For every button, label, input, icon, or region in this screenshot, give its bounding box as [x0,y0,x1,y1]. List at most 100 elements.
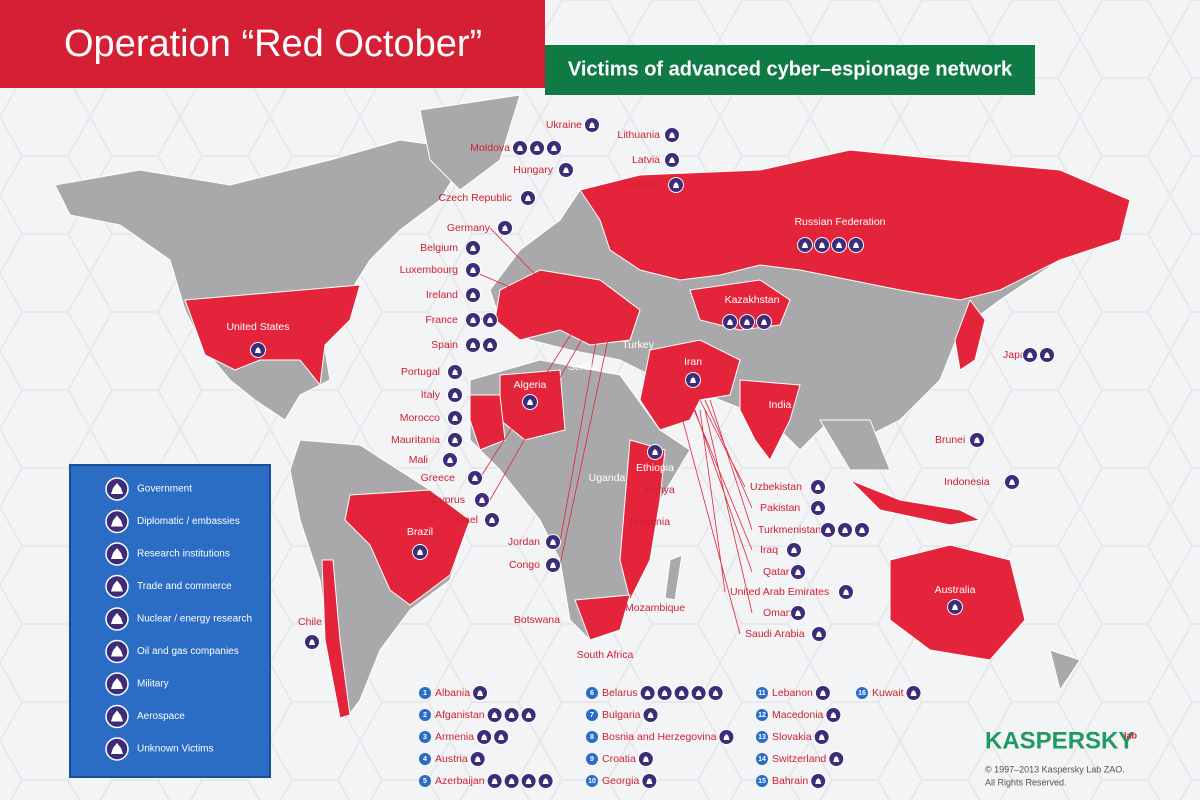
country-label: Brazil [407,526,433,538]
icon-glyph [974,437,980,443]
list-label: Slovakia [772,731,812,743]
list-label: Lebanon [772,687,813,699]
icon-glyph [508,778,515,784]
number-badge [419,687,431,699]
number-badge [586,731,598,743]
icon-glyph [474,756,481,762]
icon-glyph [853,242,859,248]
list-label: Austria [435,753,468,765]
list-label: Georgia [602,775,640,787]
icon-glyph [761,319,767,325]
icon-glyph [487,317,493,323]
icon-glyph [843,589,849,595]
icon-glyph [723,734,730,740]
north-america [54,139,471,421]
country-label: Italy [421,389,441,401]
legend-glyph [111,483,123,494]
icon-glyph [477,690,484,696]
icon-glyph [525,778,532,784]
east-africa [619,439,666,602]
icon-glyph [481,734,488,740]
logo-sub: lab [1124,730,1138,740]
list-number: 11 [758,690,766,697]
list-label: Afganistan [435,709,485,721]
legend-label: Aerospace [137,711,185,722]
icon-glyph [695,690,702,696]
number-badge [756,775,768,787]
number-badge [586,709,598,721]
leader-line [679,399,753,635]
title: Operation “Red October” [64,23,482,65]
icon-glyph [802,242,808,248]
icon-glyph [830,712,837,718]
country-label: Congo [509,559,540,571]
icon-glyph [498,734,505,740]
icon-glyph [487,342,493,348]
new-zealand [1049,649,1081,692]
icon-glyph [489,517,495,523]
icon-glyph [859,527,865,533]
list-label: Bosnia and Herzegovina [602,731,717,743]
icon-glyph [309,639,315,645]
country-label: Greece [421,472,456,484]
number-badge [419,753,431,765]
icon-glyph [472,475,478,481]
number-badge [856,687,868,699]
icon-glyph [647,712,654,718]
icon-glyph [644,690,651,696]
country-label: Algeria [514,379,547,391]
list-label: Macedonia [772,709,824,721]
icon-glyph [910,690,917,696]
list-label: Bulgaria [602,709,641,721]
country-label: Ukraine [546,119,582,131]
list-number: 2 [423,712,427,719]
number-badge [586,687,598,699]
icon-glyph [452,437,458,443]
country-label: Spain [431,339,458,351]
copyright: © 1997–2013 Kaspersky Lab ZAO. [985,764,1125,774]
country-label: Morocco [400,412,440,424]
country-label: Oman [763,607,792,619]
madagascar [664,554,683,601]
country-label: Kenya [645,484,675,496]
subtitle-banner [545,45,1035,95]
legend-label: Trade and commerce [137,581,232,592]
list-label: Kuwait [872,687,904,699]
country-label: Saudi Arabia [745,628,805,640]
icon-glyph [815,505,821,511]
content: Government Diplomatic / embassies Research… [105,117,1055,789]
logo: KASPERSKY [985,727,1134,754]
country-label: Qatar [763,566,790,578]
number-badge [756,731,768,743]
country-label: Uzbekistan [750,481,802,493]
icon-glyph [642,756,649,762]
icon-glyph [1027,352,1033,358]
icon-glyph [816,631,822,637]
list-label: Bahrain [772,775,808,787]
legend-label: Oil and gas companies [137,646,239,657]
icon-glyph [508,712,515,718]
country-label: Turkey [622,339,654,351]
country-label: Latvia [632,154,660,166]
icon-glyph [815,778,822,784]
country-label: Ireland [426,289,458,301]
legend-glyph [111,580,123,592]
west-africa [469,394,506,451]
country-label: Belgium [420,242,458,254]
brazil [344,489,471,606]
icon-glyph [825,527,831,533]
icon-glyph [842,527,848,533]
icon-glyph [491,778,498,784]
greenland [419,94,521,191]
icon-glyph [712,690,719,696]
list-label: Albania [435,687,470,699]
country-label: India [769,399,792,411]
icon-glyph [836,242,842,248]
country-label: Pakistan [760,502,800,514]
country-label: Czech Republic [438,192,512,204]
legend-glyph [111,678,123,689]
icon-glyph [550,539,556,545]
icon-glyph [470,292,476,298]
icon-glyph [452,415,458,421]
